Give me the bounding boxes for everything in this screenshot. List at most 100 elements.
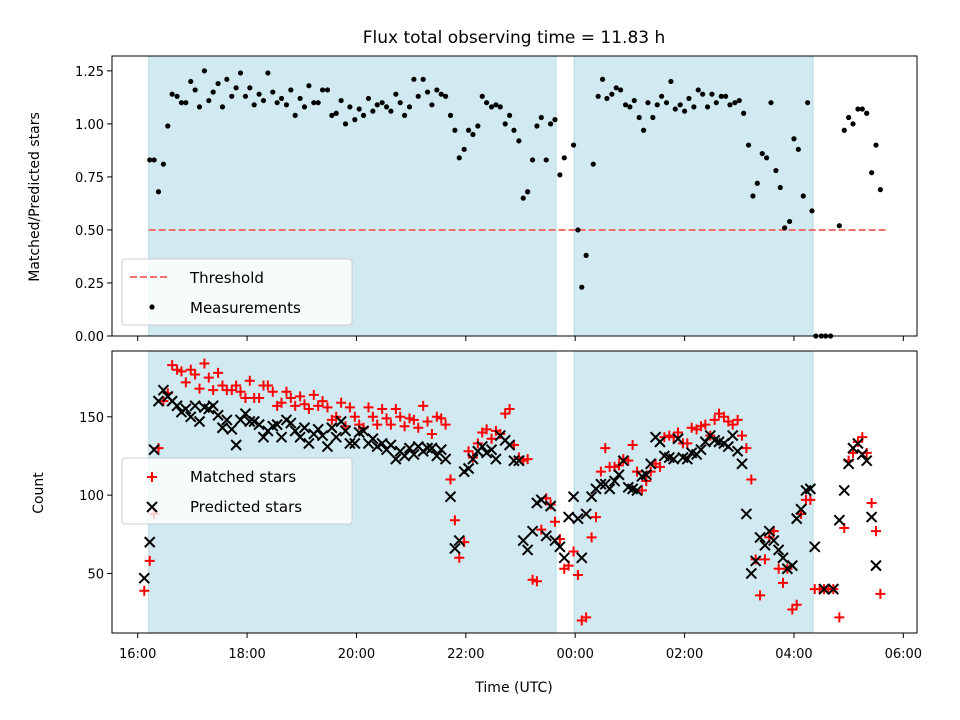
- y-tick-label: 50: [87, 567, 104, 582]
- legend-measurement-swatch: [149, 304, 155, 310]
- measurement-point: [855, 106, 861, 112]
- matched-star-point: [390, 403, 401, 414]
- predicted-star-point: [421, 442, 434, 454]
- measurement-point: [201, 68, 208, 74]
- predicted-star-point: [754, 531, 766, 544]
- predicted-star-point: [485, 443, 498, 456]
- measurement-point: [447, 112, 454, 118]
- measurement-point: [151, 157, 157, 163]
- matched-star-point: [404, 413, 415, 424]
- measurement-point: [786, 218, 793, 225]
- predicted-star-point: [681, 453, 694, 465]
- measurement-point: [759, 150, 765, 157]
- matched-star-point: [199, 358, 210, 369]
- matched-star-point: [791, 599, 802, 610]
- matched-star-point: [654, 461, 665, 472]
- predicted-star-point: [312, 423, 324, 436]
- measurement-point: [292, 112, 298, 118]
- measurement-point: [224, 76, 230, 82]
- legend-matched-swatch: [147, 472, 157, 482]
- predicted-star-point: [860, 454, 873, 467]
- matched-star-point: [686, 422, 697, 433]
- matched-star-point: [709, 414, 720, 425]
- predicted-star-point: [722, 440, 735, 453]
- matched-star-point: [759, 554, 770, 565]
- matched-star-point: [231, 380, 242, 391]
- matched-star-point: [495, 429, 506, 440]
- measurement-point: [420, 76, 426, 82]
- measurement-point: [677, 102, 683, 108]
- measurement-point: [206, 97, 212, 104]
- predicted-star-point: [426, 442, 438, 454]
- top-y-axis-label: Matched/Predicted stars: [27, 112, 43, 282]
- measurement-point: [265, 70, 271, 76]
- predicted-star-point: [667, 453, 680, 465]
- measurement-point: [356, 106, 362, 112]
- predicted-star-point: [585, 490, 598, 503]
- measurement-point: [379, 100, 385, 106]
- predicted-star-point: [344, 437, 356, 450]
- measurement-point: [736, 97, 742, 104]
- measurement-point: [438, 91, 444, 97]
- measurement-point: [406, 104, 413, 110]
- predicted-star-point: [138, 572, 150, 584]
- measurement-point: [488, 104, 495, 110]
- predicted-star-point: [572, 512, 584, 525]
- x-tick-label: 20:00: [338, 647, 375, 662]
- measurement-point: [247, 85, 253, 91]
- predicted-star-point: [467, 453, 479, 465]
- measurement-point: [791, 136, 797, 142]
- predicted-star-point: [526, 525, 539, 537]
- measurement-point: [846, 114, 852, 121]
- predicted-star-point: [226, 423, 238, 436]
- measurement-point: [570, 142, 577, 148]
- measurement-point: [732, 100, 738, 106]
- predicted-star-point: [740, 508, 753, 520]
- predicted-star-point: [408, 448, 420, 461]
- matched-star-point: [834, 612, 845, 623]
- measurement-point: [160, 161, 167, 167]
- axes-frame: [111, 350, 918, 634]
- matched-star-point: [281, 386, 292, 397]
- predicted-star-point: [376, 437, 388, 450]
- measurement-point: [301, 104, 308, 110]
- matched-star-point: [590, 512, 601, 523]
- measurement-point: [650, 114, 656, 121]
- matched-star-point: [399, 421, 410, 432]
- predicted-star-point: [435, 443, 447, 456]
- measurement-point: [640, 127, 647, 133]
- measurement-point: [561, 155, 567, 161]
- matched-star-point: [467, 452, 478, 463]
- measurement-point: [672, 106, 678, 112]
- matched-star-point: [857, 432, 868, 443]
- measurement-point: [178, 100, 185, 106]
- shaded-interval: [573, 350, 814, 634]
- predicted-star-point: [749, 555, 762, 567]
- predicted-star-point: [567, 490, 580, 503]
- predicted-star-point: [275, 431, 288, 443]
- measurement-point: [506, 112, 513, 118]
- measurement-point: [773, 167, 779, 174]
- matched-star-point: [208, 385, 219, 396]
- predicted-star-point: [562, 511, 575, 523]
- predicted-star-point: [453, 534, 465, 547]
- predicted-star-point: [804, 483, 817, 495]
- measurement-point: [360, 112, 367, 118]
- predicted-star-point: [640, 469, 653, 481]
- measurement-point: [174, 93, 180, 99]
- measurement-point: [617, 87, 624, 93]
- measurement-point: [741, 110, 747, 116]
- measurement-point: [219, 104, 226, 110]
- matched-star-point: [381, 413, 392, 424]
- predicted-star-point: [745, 567, 758, 580]
- matched-star-point: [180, 377, 191, 388]
- matched-star-point: [531, 576, 542, 587]
- predicted-star-point: [439, 453, 452, 465]
- matched-star-point: [144, 555, 155, 566]
- matched-star-point: [445, 474, 456, 485]
- measurement-point: [452, 127, 458, 133]
- measurement-point: [415, 93, 421, 99]
- matched-star-point: [545, 499, 556, 510]
- predicted-star-point: [385, 439, 397, 451]
- matched-star-point: [295, 391, 306, 402]
